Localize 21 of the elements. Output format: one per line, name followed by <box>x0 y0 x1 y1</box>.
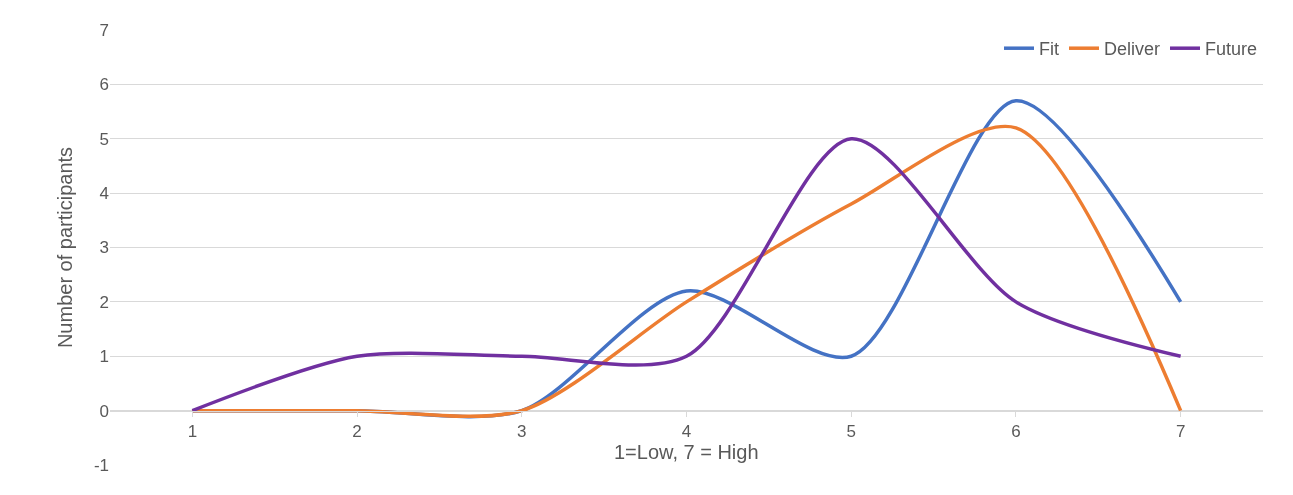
y-tick-label: -1 <box>93 455 109 475</box>
legend-label: Deliver <box>1104 39 1161 60</box>
x-tick-label: 5 <box>846 422 856 442</box>
legend-label: Fit <box>1039 39 1059 60</box>
y-axis-title: Number of participants <box>54 146 77 349</box>
y-tick-label: 5 <box>99 129 109 149</box>
x-tick-label: 6 <box>1011 422 1021 442</box>
y-tick-label: 6 <box>99 75 109 95</box>
x-tick-label: 3 <box>517 422 527 442</box>
y-tick-label: 2 <box>99 292 109 312</box>
x-tick-label: 2 <box>352 422 362 442</box>
x-axis-title: 1=Low, 7 = High <box>614 441 759 463</box>
y-tick-label: 7 <box>99 20 109 40</box>
x-tick-label: 4 <box>681 422 692 442</box>
x-tick-label: 1 <box>187 422 198 442</box>
y-tick-label: 3 <box>99 238 109 258</box>
x-tick-label: 7 <box>1175 422 1186 442</box>
y-tick-label: 0 <box>99 401 109 421</box>
y-tick-label: 1 <box>99 347 109 367</box>
legend-label: Future <box>1205 39 1258 60</box>
y-tick-label: 4 <box>99 184 109 204</box>
